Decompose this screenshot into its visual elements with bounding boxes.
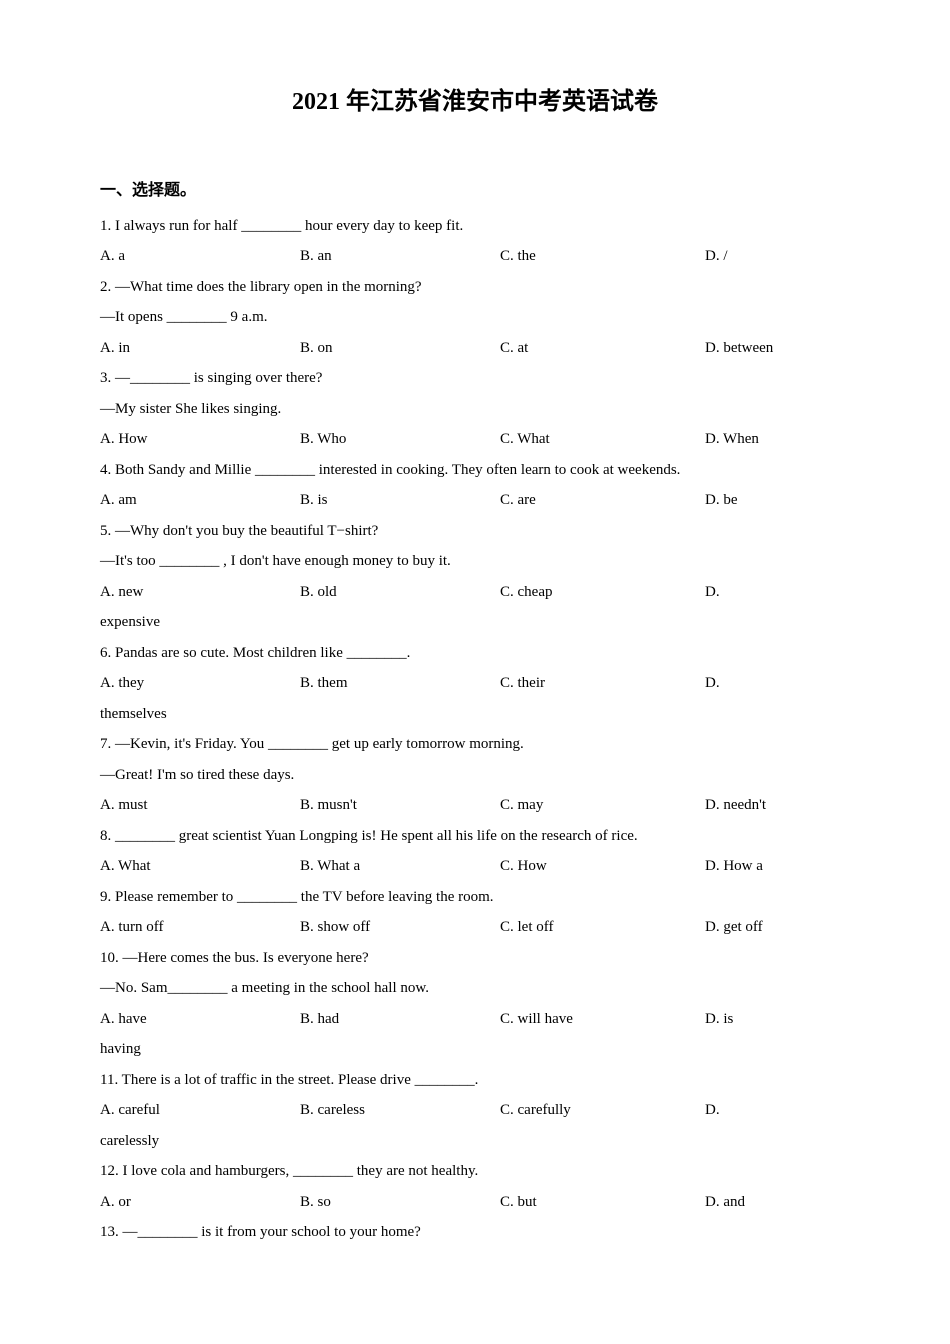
option-b: B. What a bbox=[300, 852, 500, 881]
option-a: A. new bbox=[100, 578, 300, 607]
option-c: C. may bbox=[500, 791, 705, 820]
option-d: D. bbox=[705, 1096, 720, 1125]
option-a: A. have bbox=[100, 1005, 300, 1034]
option-d: D. needn't bbox=[705, 791, 766, 820]
question-13: 13. —________ is it from your school to … bbox=[100, 1218, 850, 1247]
option-wrap: themselves bbox=[100, 700, 850, 729]
option-d: D. / bbox=[705, 242, 728, 271]
options-row: A. or B. so C. but D. and bbox=[100, 1188, 850, 1217]
option-c: C. What bbox=[500, 425, 705, 454]
option-c: C. let off bbox=[500, 913, 705, 942]
option-b: B. on bbox=[300, 334, 500, 363]
options-row: A. turn off B. show off C. let off D. ge… bbox=[100, 913, 850, 942]
option-a: A. or bbox=[100, 1188, 300, 1217]
options-row: A. careful B. careless C. carefully D. bbox=[100, 1096, 850, 1125]
question-text: 7. —Kevin, it's Friday. You ________ get… bbox=[100, 730, 850, 759]
question-text: 10. —Here comes the bus. Is everyone her… bbox=[100, 944, 850, 973]
question-text: 12. I love cola and hamburgers, ________… bbox=[100, 1157, 850, 1186]
options-row: A. What B. What a C. How D. How a bbox=[100, 852, 850, 881]
question-1: 1. I always run for half ________ hour e… bbox=[100, 212, 850, 271]
question-4: 4. Both Sandy and Millie ________ intere… bbox=[100, 456, 850, 515]
question-text: 1. I always run for half ________ hour e… bbox=[100, 212, 850, 241]
option-d: D. be bbox=[705, 486, 738, 515]
options-row: A. must B. musn't C. may D. needn't bbox=[100, 791, 850, 820]
option-c: C. their bbox=[500, 669, 705, 698]
option-wrap: carelessly bbox=[100, 1127, 850, 1156]
option-b: B. show off bbox=[300, 913, 500, 942]
option-b: B. is bbox=[300, 486, 500, 515]
question-11: 11. There is a lot of traffic in the str… bbox=[100, 1066, 850, 1156]
option-d: D. How a bbox=[705, 852, 763, 881]
question-8: 8. ________ great scientist Yuan Longpin… bbox=[100, 822, 850, 881]
question-5: 5. —Why don't you buy the beautiful T−sh… bbox=[100, 517, 850, 637]
question-7: 7. —Kevin, it's Friday. You ________ get… bbox=[100, 730, 850, 820]
question-12: 12. I love cola and hamburgers, ________… bbox=[100, 1157, 850, 1216]
section-header: 一、选择题。 bbox=[100, 176, 850, 206]
option-wrap: having bbox=[100, 1035, 850, 1064]
question-text: 4. Both Sandy and Millie ________ intere… bbox=[100, 456, 850, 485]
options-row: A. How B. Who C. What D. When bbox=[100, 425, 850, 454]
question-text: 2. —What time does the library open in t… bbox=[100, 273, 850, 302]
options-row: A. new B. old C. cheap D. bbox=[100, 578, 850, 607]
question-text2: —It opens ________ 9 a.m. bbox=[100, 303, 850, 332]
option-a: A. What bbox=[100, 852, 300, 881]
question-text2: —It's too ________ , I don't have enough… bbox=[100, 547, 850, 576]
question-text: 11. There is a lot of traffic in the str… bbox=[100, 1066, 850, 1095]
options-row: A. a B. an C. the D. / bbox=[100, 242, 850, 271]
option-c: C. but bbox=[500, 1188, 705, 1217]
options-row: A. they B. them C. their D. bbox=[100, 669, 850, 698]
option-a: A. they bbox=[100, 669, 300, 698]
option-b: B. had bbox=[300, 1005, 500, 1034]
option-d: D. bbox=[705, 578, 720, 607]
option-b: B. old bbox=[300, 578, 500, 607]
question-text: 9. Please remember to ________ the TV be… bbox=[100, 883, 850, 912]
option-c: C. carefully bbox=[500, 1096, 705, 1125]
options-row: A. have B. had C. will have D. is bbox=[100, 1005, 850, 1034]
question-text2: —Great! I'm so tired these days. bbox=[100, 761, 850, 790]
option-d: D. When bbox=[705, 425, 759, 454]
question-9: 9. Please remember to ________ the TV be… bbox=[100, 883, 850, 942]
option-c: C. cheap bbox=[500, 578, 705, 607]
option-wrap: expensive bbox=[100, 608, 850, 637]
option-c: C. at bbox=[500, 334, 705, 363]
options-row: A. in B. on C. at D. between bbox=[100, 334, 850, 363]
option-b: B. careless bbox=[300, 1096, 500, 1125]
options-row: A. am B. is C. are D. be bbox=[100, 486, 850, 515]
option-b: B. musn't bbox=[300, 791, 500, 820]
question-text2: —No. Sam________ a meeting in the school… bbox=[100, 974, 850, 1003]
option-d: D. get off bbox=[705, 913, 763, 942]
option-c: C. are bbox=[500, 486, 705, 515]
option-c: C. the bbox=[500, 242, 705, 271]
question-text: 8. ________ great scientist Yuan Longpin… bbox=[100, 822, 850, 851]
option-a: A. careful bbox=[100, 1096, 300, 1125]
question-10: 10. —Here comes the bus. Is everyone her… bbox=[100, 944, 850, 1064]
option-b: B. them bbox=[300, 669, 500, 698]
question-6: 6. Pandas are so cute. Most children lik… bbox=[100, 639, 850, 729]
option-b: B. Who bbox=[300, 425, 500, 454]
question-text2: —My sister She likes singing. bbox=[100, 395, 850, 424]
question-text: 3. —________ is singing over there? bbox=[100, 364, 850, 393]
option-a: A. How bbox=[100, 425, 300, 454]
option-d: D. between bbox=[705, 334, 773, 363]
question-text: 13. —________ is it from your school to … bbox=[100, 1218, 850, 1247]
question-2: 2. —What time does the library open in t… bbox=[100, 273, 850, 363]
option-c: C. will have bbox=[500, 1005, 705, 1034]
option-a: A. turn off bbox=[100, 913, 300, 942]
option-d: D. bbox=[705, 669, 720, 698]
option-a: A. am bbox=[100, 486, 300, 515]
option-a: A. a bbox=[100, 242, 300, 271]
option-a: A. in bbox=[100, 334, 300, 363]
option-b: B. an bbox=[300, 242, 500, 271]
question-text: 5. —Why don't you buy the beautiful T−sh… bbox=[100, 517, 850, 546]
exam-title: 2021 年江苏省淮安市中考英语试卷 bbox=[100, 80, 850, 126]
option-d: D. is bbox=[705, 1005, 733, 1034]
option-d: D. and bbox=[705, 1188, 745, 1217]
option-b: B. so bbox=[300, 1188, 500, 1217]
option-c: C. How bbox=[500, 852, 705, 881]
question-text: 6. Pandas are so cute. Most children lik… bbox=[100, 639, 850, 668]
question-3: 3. —________ is singing over there? —My … bbox=[100, 364, 850, 454]
option-a: A. must bbox=[100, 791, 300, 820]
